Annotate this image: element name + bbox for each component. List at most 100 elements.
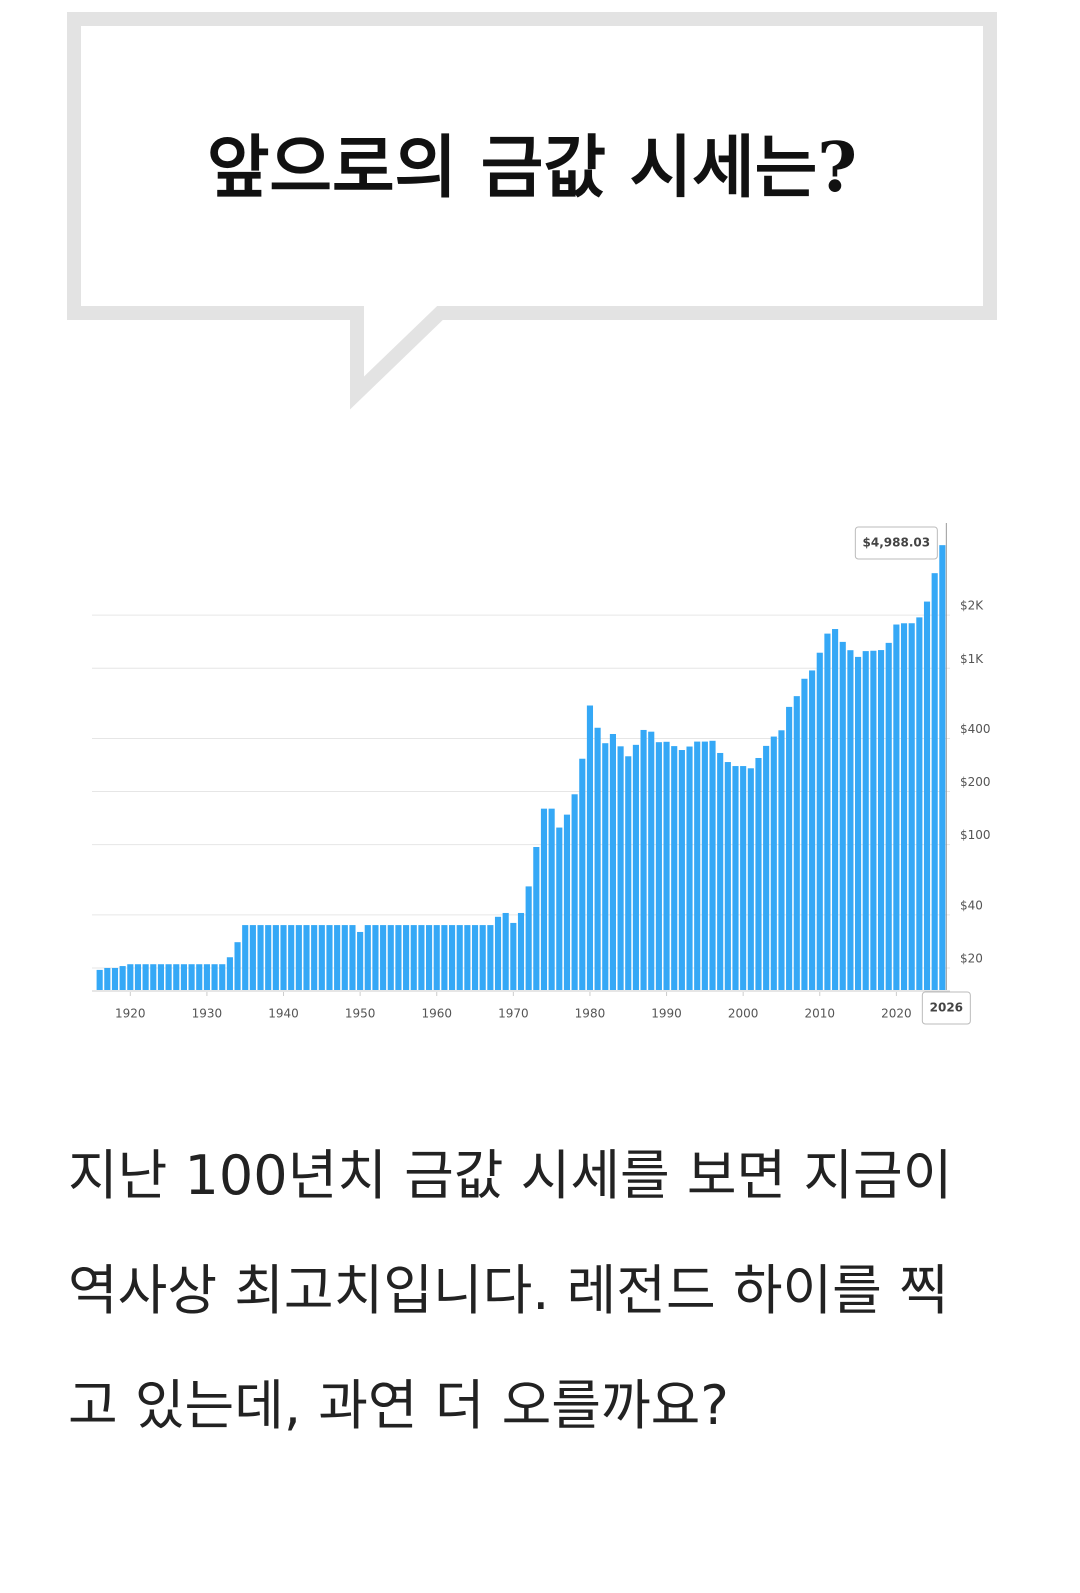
bar	[740, 766, 747, 990]
bar	[288, 925, 295, 990]
bar	[272, 925, 279, 990]
y-tick-label: $200	[960, 775, 991, 789]
bar	[479, 925, 486, 990]
bar	[663, 741, 670, 990]
bar	[119, 966, 126, 990]
bar	[832, 629, 839, 990]
y-tick-label: $20	[960, 951, 983, 965]
bar	[747, 768, 754, 990]
bar	[364, 925, 371, 990]
bar	[104, 967, 111, 990]
bar	[257, 925, 264, 990]
bar	[586, 705, 594, 990]
bar	[280, 925, 287, 990]
bar	[602, 743, 609, 990]
bar	[786, 706, 793, 990]
bar	[839, 641, 846, 990]
x-tick-label: 1970	[498, 1007, 529, 1021]
chart: $20 $40 $100 $200 $400 $1K $2K 1920 1930 1940 1950…	[92, 523, 991, 1025]
x-tick-label: 1990	[651, 1007, 682, 1021]
bar	[801, 678, 808, 990]
bar	[793, 696, 800, 990]
x-highlight-box	[921, 991, 971, 1025]
bar	[916, 617, 923, 990]
bar	[157, 964, 165, 990]
tooltip: $4,988.03	[854, 526, 938, 560]
bar	[877, 650, 885, 990]
bar	[111, 967, 119, 990]
bar	[188, 964, 195, 990]
headline: 앞으로의 금값 시세는?	[206, 128, 858, 208]
bar	[671, 746, 678, 990]
bar	[211, 964, 218, 990]
bar	[173, 964, 180, 990]
bar	[625, 756, 632, 990]
bar	[609, 733, 616, 990]
bar	[433, 925, 440, 990]
bar	[380, 925, 387, 990]
bar	[709, 740, 716, 990]
x-tick-label: 1920	[115, 1007, 146, 1021]
bar	[180, 964, 187, 990]
bar	[648, 731, 655, 990]
bar	[732, 766, 739, 990]
bar	[847, 650, 854, 990]
bar	[441, 925, 448, 990]
y-tick-label: $40	[960, 898, 983, 912]
bar	[456, 925, 463, 990]
bar	[234, 942, 241, 990]
bar	[295, 925, 302, 990]
bar	[448, 925, 456, 990]
bar	[694, 741, 701, 990]
bar	[632, 744, 639, 990]
y-tick-label: $100	[960, 828, 991, 842]
bar	[303, 925, 310, 990]
bar	[885, 642, 892, 990]
body-text: 지난 100년치 금값 시세를 보면 지금이 역사상 최고치입니다. 레전드 하…	[68, 1144, 953, 1437]
bar	[908, 623, 915, 990]
bar	[418, 925, 425, 990]
bar	[931, 573, 938, 990]
bar	[655, 742, 662, 990]
bar	[862, 651, 869, 990]
bar	[165, 964, 172, 990]
bar	[701, 741, 708, 990]
bar	[525, 886, 532, 990]
bar	[939, 545, 946, 990]
y-tick-label: $400	[960, 722, 991, 736]
bar	[617, 746, 624, 990]
x-highlight-label: 2026	[930, 1001, 963, 1015]
bar	[334, 925, 341, 990]
bar	[548, 808, 555, 990]
bar	[349, 925, 356, 990]
bar	[265, 925, 272, 990]
bar	[563, 814, 571, 990]
bar	[326, 925, 333, 990]
bar	[533, 846, 540, 990]
bar	[770, 736, 777, 990]
bar	[579, 758, 586, 990]
x-tick-label: 1950	[345, 1007, 376, 1021]
x-tick-label: 2010	[804, 1007, 835, 1021]
bar	[357, 931, 364, 990]
bar	[809, 670, 816, 990]
bar	[127, 964, 134, 990]
bar	[893, 624, 900, 990]
y-tick-label: $1K	[960, 652, 984, 666]
bar	[403, 925, 410, 990]
bar	[471, 925, 479, 990]
tooltip-box	[854, 526, 938, 560]
bar	[134, 964, 142, 990]
bar	[487, 925, 494, 990]
bar	[341, 925, 348, 990]
bar	[142, 964, 149, 990]
bar	[372, 925, 379, 990]
x-tick-label: 1960	[421, 1007, 452, 1021]
x-highlight: 2026	[921, 991, 971, 1025]
bar	[203, 964, 210, 990]
bar	[311, 925, 318, 990]
bar	[855, 656, 862, 990]
bar	[510, 922, 517, 990]
bar	[724, 762, 731, 990]
